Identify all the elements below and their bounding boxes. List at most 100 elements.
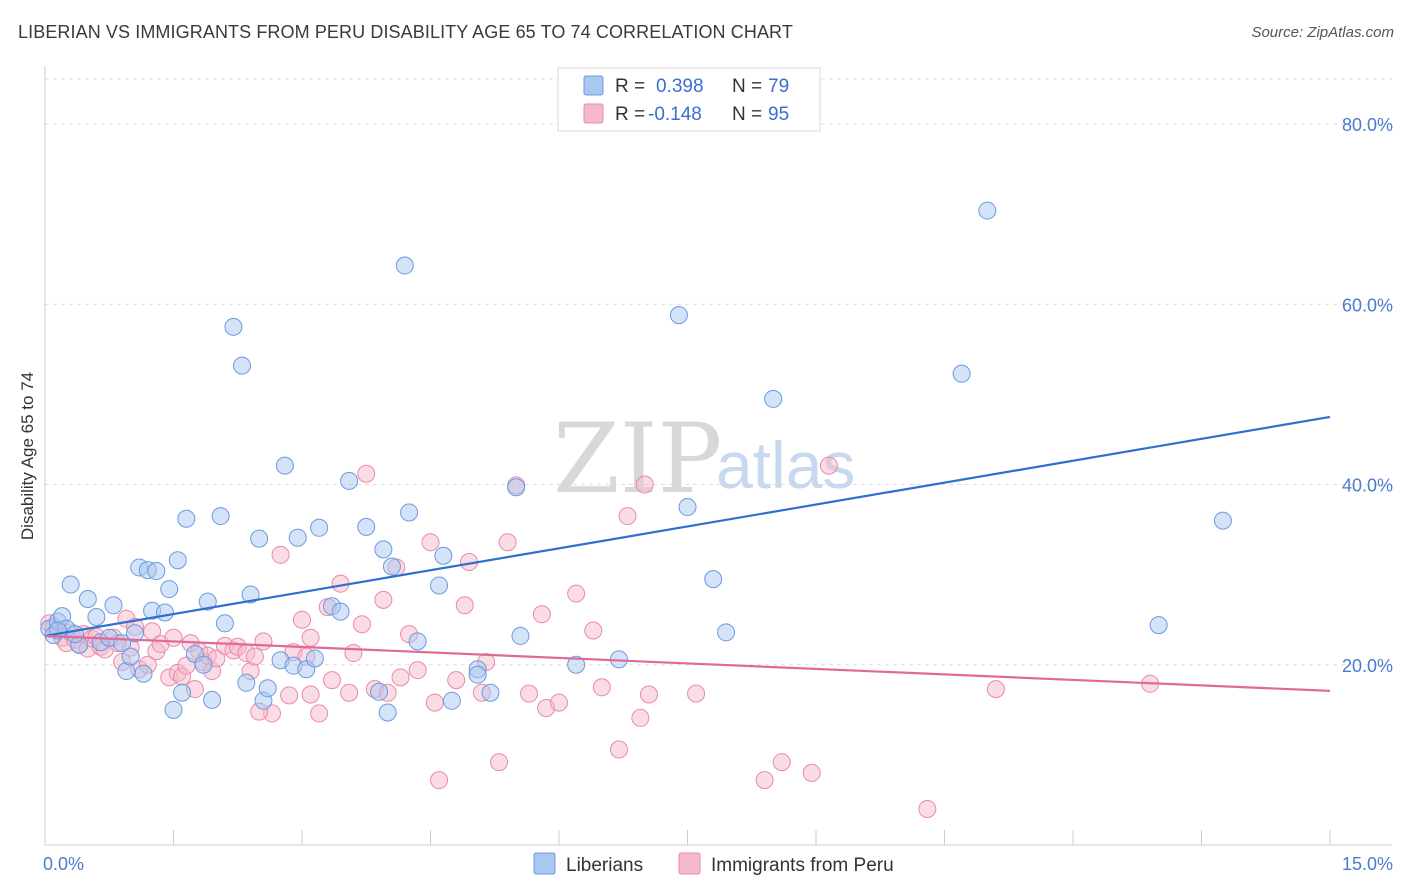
axes [44,66,1392,846]
liberian-point [258,679,277,698]
legend-r-label: R = [615,76,645,97]
liberian-point [233,356,252,375]
liberian-point [1149,616,1168,635]
peru-point [301,685,320,704]
liberian-point [1213,511,1232,530]
peru-point [280,686,299,705]
liberian-point [275,456,294,475]
bottom-legend-swatch-liberians [533,852,556,875]
peru-point [425,693,444,712]
liberian-point [147,562,166,581]
peru-point [635,475,654,494]
liberian-point [978,201,997,220]
liberian-point [400,503,419,522]
peru-point [918,799,937,818]
peru-point [164,628,183,647]
peru-point [271,545,290,564]
trend-lines [44,415,1331,692]
watermark-zip: ZIP [553,403,722,515]
peru-point [986,680,1005,699]
liberian-point [468,665,487,684]
liberian-point [952,364,971,383]
legend-n-label: N = [732,104,762,125]
trend-line-liberians [44,415,1331,638]
liberian-point [764,389,783,408]
peru-point [293,610,311,629]
liberian-point [177,509,196,528]
liberian-point [173,683,192,702]
liberian-point [78,589,97,608]
liberian-point [198,592,217,611]
peru-point [609,740,628,759]
y-tick-label: 40.0% [1342,476,1393,496]
x-tick-label: 15.0% [1342,854,1393,874]
bottom-legend-liberians: Liberians [566,855,643,876]
peru-point [391,668,410,687]
peru-point [819,456,838,475]
liberian-point [481,683,500,702]
liberian-point [382,557,401,576]
liberian-point [678,498,697,517]
peru-point [301,628,320,647]
peru-point [408,661,427,680]
liberian-point [121,647,140,666]
liberian-point [511,626,530,645]
liberian-point [211,507,230,526]
liberian-point [160,580,179,599]
peru-point [254,632,273,651]
liberian-point [125,624,144,643]
peru-point [245,647,264,666]
peru-point [772,753,791,772]
legend-r-value: 0.398 [656,76,704,97]
liberian-point [288,528,307,547]
tick-labels: 20.0% 40.0% 60.0% 80.0% 0.0% 15.0% [43,115,1393,874]
peru-point [352,615,371,634]
liberian-point [430,576,449,595]
peru-point [344,644,363,663]
peru-point [498,533,517,552]
bottom-legend: Liberians Immigrants from Peru [533,852,894,876]
liberian-point [305,649,324,668]
y-axis-label: Disability Age 65 to 74 [18,372,37,540]
peru-point [631,708,650,727]
liberian-point [155,603,174,622]
legend: R = 0.398 N = 79 R = -0.148 N = 95 [557,67,821,132]
y-tick-label: 80.0% [1342,115,1393,135]
liberian-point [215,614,234,633]
series-liberians-points [40,201,1232,722]
x-tick-label: 0.0% [43,854,84,874]
liberian-point [395,256,414,275]
peru-point [618,507,637,526]
trend-line-peru [44,634,1331,692]
liberian-point [61,575,80,594]
peru-point [310,704,329,723]
liberian-point [704,570,723,589]
peru-point [687,684,706,703]
y-tick-label: 60.0% [1342,295,1393,315]
chart-title: LIBERIAN VS IMMIGRANTS FROM PERU DISABIL… [18,22,793,42]
liberian-point [194,655,213,674]
liberian-point [87,608,106,627]
legend-swatch-peru [583,103,604,124]
peru-point [374,590,393,609]
peru-point [584,621,603,640]
liberian-point [203,690,222,709]
bottom-legend-swatch-peru [678,852,701,875]
liberian-point [669,306,688,325]
liberian-point [442,691,461,710]
liberian-point [310,518,329,537]
peru-point [520,684,539,703]
liberian-point [250,529,269,548]
peru-point [447,671,466,690]
liberian-point [331,602,350,621]
bottom-legend-peru: Immigrants from Peru [711,855,894,876]
liberian-point [134,664,153,683]
peru-point [340,683,359,702]
liberian-point [340,471,359,490]
legend-n-value: 95 [768,104,789,125]
peru-point [802,763,821,782]
liberian-point [237,673,256,692]
peru-point [532,605,551,624]
liberian-point [434,546,453,565]
source-label: Source: ZipAtlas.com [1251,24,1394,41]
